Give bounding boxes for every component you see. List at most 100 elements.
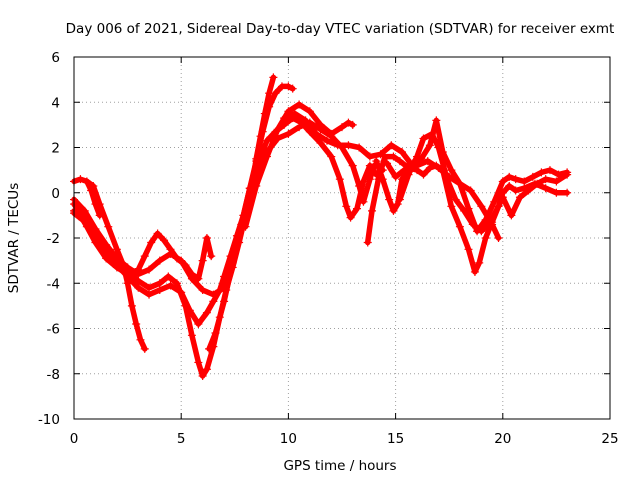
data-point-marker	[515, 193, 524, 202]
data-point-marker	[145, 283, 154, 292]
data-point-marker	[391, 172, 400, 181]
data-point-marker	[545, 166, 554, 175]
data-point-marker	[273, 125, 282, 134]
data-point-marker	[376, 150, 385, 159]
series-markers-track-13	[82, 177, 104, 220]
series-line-track-10	[384, 117, 570, 234]
y-tick-label: 4	[51, 95, 60, 111]
chart-axes-ticks: 0 5 10 15 20 25 -10 -8 -6 -4 -2 0 2 4 6	[38, 50, 619, 447]
data-point-marker	[338, 123, 346, 132]
data-point-marker	[316, 138, 325, 147]
data-point-marker	[153, 229, 162, 238]
data-point-marker	[187, 274, 196, 283]
data-point-marker	[380, 152, 389, 161]
data-point-marker	[82, 177, 91, 186]
data-point-marker	[284, 129, 293, 138]
data-point-marker	[327, 152, 336, 161]
data-point-marker	[155, 286, 164, 295]
data-point-marker	[258, 127, 267, 136]
data-point-marker	[160, 236, 169, 245]
data-point-marker	[398, 148, 407, 157]
data-point-marker	[344, 118, 353, 127]
y-tick-label: 2	[51, 141, 60, 157]
data-point-marker	[455, 222, 464, 231]
data-point-marker	[202, 308, 211, 317]
data-point-marker	[434, 143, 443, 152]
chart-series-group	[70, 73, 572, 381]
data-point-marker	[389, 152, 398, 161]
data-point-marker	[198, 256, 207, 265]
data-point-marker	[112, 261, 121, 270]
data-point-marker	[155, 256, 164, 265]
data-point-marker	[172, 279, 181, 288]
data-point-marker	[145, 290, 154, 299]
data-point-marker	[505, 172, 514, 181]
data-point-marker	[123, 263, 132, 272]
data-point-marker	[140, 252, 149, 261]
x-axis-label: GPS time / hours	[283, 458, 396, 474]
data-point-marker	[177, 256, 186, 265]
data-point-marker	[419, 134, 428, 143]
y-tick-label: -4	[47, 276, 60, 292]
data-point-marker	[368, 206, 377, 215]
data-point-marker	[359, 177, 368, 186]
data-point-marker	[464, 245, 473, 254]
data-point-marker	[305, 107, 314, 116]
data-point-marker	[498, 177, 507, 186]
data-point-marker	[455, 179, 464, 188]
data-point-marker	[102, 240, 111, 249]
data-point-marker	[528, 172, 537, 181]
data-point-marker	[365, 161, 374, 170]
data-point-marker	[481, 234, 490, 242]
data-point-marker	[177, 288, 186, 297]
data-point-marker	[395, 157, 404, 166]
data-point-marker	[507, 211, 516, 220]
data-point-marker	[87, 186, 96, 195]
data-point-marker	[91, 200, 100, 209]
data-point-marker	[164, 272, 173, 281]
data-point-marker	[207, 252, 216, 261]
data-point-marker	[344, 141, 353, 150]
data-point-marker	[468, 220, 477, 229]
series-line-track-2	[71, 208, 214, 282]
series-markers-track-10	[383, 116, 572, 236]
data-point-marker	[563, 188, 572, 197]
data-point-marker	[541, 175, 550, 184]
y-tick-label: 0	[51, 186, 60, 202]
data-point-marker	[511, 186, 520, 195]
data-point-marker	[537, 168, 546, 177]
data-point-marker	[511, 175, 520, 184]
data-point-marker	[353, 204, 362, 213]
data-point-marker	[389, 206, 398, 215]
data-point-marker	[202, 234, 211, 242]
data-point-marker	[533, 179, 542, 188]
data-point-marker	[477, 202, 486, 211]
y-axis-label: SDTVAR / TECUs	[6, 183, 22, 293]
chart-title: Day 006 of 2021, Sidereal Day-to-day VTE…	[66, 21, 615, 37]
data-point-marker	[428, 129, 437, 138]
data-point-marker	[245, 184, 254, 193]
data-point-marker	[423, 157, 432, 166]
data-point-marker	[348, 120, 357, 129]
data-point-marker	[404, 166, 413, 175]
series-line-track-4	[71, 83, 296, 327]
series-line-track-8	[281, 110, 502, 241]
data-point-marker	[80, 206, 89, 215]
data-point-marker	[494, 234, 503, 242]
data-point-marker	[123, 272, 132, 281]
data-point-marker	[387, 141, 396, 150]
data-point-marker	[78, 215, 87, 224]
data-point-marker	[425, 163, 434, 172]
y-tick-label: -6	[47, 322, 60, 338]
data-point-marker	[301, 116, 310, 125]
data-point-marker	[202, 365, 211, 374]
data-point-marker	[520, 177, 529, 186]
data-point-marker	[451, 195, 460, 204]
series-markers-track-7	[241, 100, 357, 231]
data-point-marker	[372, 157, 381, 166]
data-point-marker	[312, 129, 321, 138]
data-point-marker	[269, 73, 278, 82]
data-point-marker	[348, 161, 357, 170]
x-tick-label: 15	[387, 431, 404, 447]
data-point-marker	[563, 170, 572, 179]
